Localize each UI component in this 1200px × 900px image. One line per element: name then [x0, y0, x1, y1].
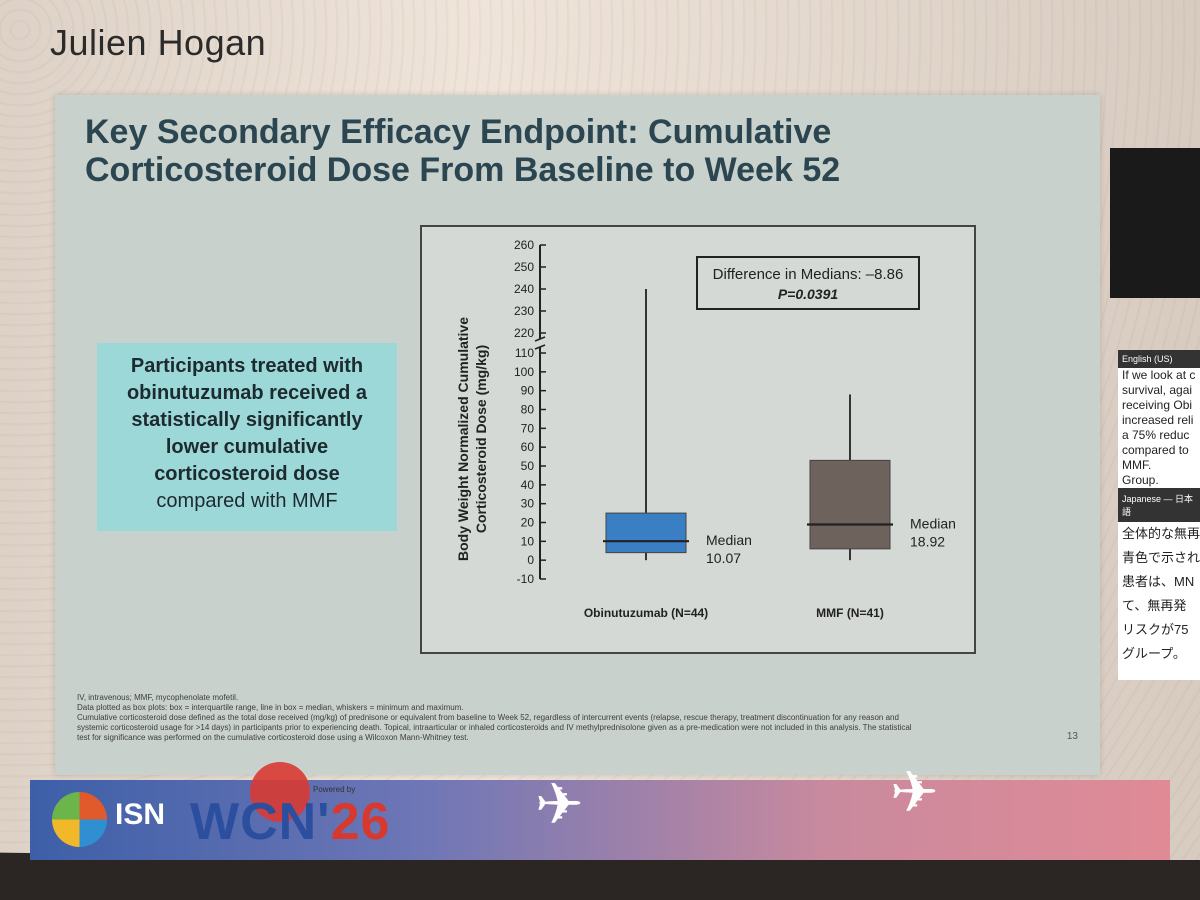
x-category-label: Obinutuzumab (N=44) [584, 606, 708, 620]
y-tick-label: 80 [521, 403, 535, 417]
footnote-line: systemic corticosteroid usage for >14 da… [77, 723, 912, 732]
callout-line-2: obinutuzumab received a [126, 382, 368, 404]
transcript-line: 青色で示され [1122, 550, 1200, 565]
wcn-logo-text: WCN'26 [190, 792, 390, 852]
median-label: Median [706, 532, 752, 548]
transcript-line: increased reli [1122, 413, 1194, 427]
box-plot-chart: Body Weight Normalized Cumulative Cortic… [420, 225, 976, 654]
crane-icon: ✈ [535, 772, 584, 837]
transcript-line: If we look at c [1122, 368, 1196, 382]
y-tick-label: 0 [527, 553, 534, 567]
conference-banner: ISN Powered by WCN'26 ✈ ✈ [30, 760, 1170, 860]
footnote-line: Cumulative corticosteroid dose defined a… [77, 713, 899, 722]
y-axis-label-line-1: Body Weight Normalized Cumulative [455, 317, 471, 561]
median-value: 10.07 [706, 550, 741, 566]
y-axis-label: Body Weight Normalized Cumulative Cortic… [455, 317, 489, 561]
transcript-line: Group. [1122, 473, 1159, 487]
y-tick-label: 20 [521, 516, 535, 530]
y-tick-label: 40 [521, 478, 535, 492]
callout-line-5: corticosteroid dose [154, 463, 340, 485]
y-axis: -10 0 10 20 30 40 50 60 70 80 90 100 110 220 230 240 250… [514, 238, 546, 586]
transcript-line: リスクが75 [1122, 622, 1189, 637]
slide: Key Secondary Efficacy Endpoint: Cumulat… [55, 95, 1100, 775]
y-tick-label: 50 [521, 459, 535, 473]
y-tick-label: 90 [521, 384, 535, 398]
boxes: Median 10.07 Obinutuzumab (N=44) Median 18.9… [584, 289, 956, 620]
transcript-language-en: English (US) [1118, 350, 1200, 368]
x-category-label: MMF (N=41) [816, 606, 884, 620]
page-number: 13 [1066, 731, 1078, 742]
transcript-line: グループ。 [1122, 646, 1186, 661]
callout-line-1: Participants treated with [130, 355, 364, 377]
callout-line-6: compared with MMF [156, 490, 338, 512]
transcript-line: survival, agai [1122, 383, 1193, 397]
median-difference-annotation: Difference in Medians: –8.86 P=0.0391 [696, 256, 920, 310]
transcript-line: compared to [1122, 443, 1189, 457]
iqr-box [605, 512, 687, 554]
slide-title-line-1: Key Secondary Efficacy Endpoint: Cumulat… [85, 113, 832, 151]
video-thumbnail [1110, 148, 1200, 298]
y-tick-label: 260 [514, 238, 534, 252]
isn-logo-text: ISN [115, 798, 166, 831]
y-tick-label: -10 [517, 572, 535, 586]
y-tick-label: 10 [521, 534, 535, 548]
presenter-name: Julien Hogan [50, 22, 267, 63]
powered-by-text: Powered by [313, 785, 356, 794]
transcript-language-ja: Japanese — 日本語 [1118, 488, 1200, 522]
transcript-line: a 75% reduc [1122, 428, 1190, 442]
annotation-line-2: P=0.0391 [778, 286, 839, 302]
y-tick-label: 110 [515, 346, 534, 360]
footnote-line: IV, intravenous; MMF, mycophenolate mofe… [77, 693, 239, 702]
room-floor [0, 860, 1200, 900]
y-tick-label: 230 [514, 304, 534, 318]
transcript-line: て、無再発 [1122, 598, 1187, 613]
y-tick-label: 70 [521, 421, 535, 435]
rising-sun-graphic [250, 762, 310, 822]
slide-title: Key Secondary Efficacy Endpoint: Cumulat… [85, 113, 905, 189]
key-finding-callout: Participants treated with obinutuzumab r… [97, 343, 397, 531]
y-axis-label-line-2: Corticosteroid Dose (mg/kg) [473, 345, 489, 533]
y-tick-label: 250 [514, 260, 534, 274]
transcript-line: receiving Obi [1122, 398, 1193, 412]
y-tick-label: 240 [514, 282, 534, 296]
annotation-line-1: Difference in Medians: –8.86 [713, 266, 904, 283]
transcript-japanese-lines: 全体的な無再 青色で示され 患者は、MN て、無再発リスクが75 グループ。 [1118, 522, 1200, 666]
slide-title-line-2: Corticosteroid Dose From Baseline to Wee… [85, 151, 841, 189]
crane-icon: ✈ [890, 760, 939, 825]
callout-line-4: lower cumulative [165, 436, 329, 458]
wcn-letters: WCN' [190, 793, 331, 851]
transcript-line: 全体的な無再 [1122, 526, 1200, 541]
y-tick-label: 30 [521, 497, 535, 511]
slide-footnote: IV, intravenous; MMF, mycophenolate mofe… [77, 693, 1037, 743]
y-tick-label: 100 [514, 365, 534, 379]
axis-break-mark [534, 336, 546, 350]
footnote-line: test for significance was performed on t… [77, 733, 469, 742]
box-plot-svg: Body Weight Normalized Cumulative Cortic… [455, 238, 956, 620]
transcript-line: MMF. [1122, 458, 1152, 472]
transcript-line: 患者は、MN [1122, 574, 1195, 589]
wcn-year: 26 [330, 793, 391, 851]
live-transcript-panel: English (US) If we look at c survival, ag… [1118, 350, 1200, 680]
median-value: 18.92 [910, 534, 945, 550]
y-tick-label: 60 [521, 440, 535, 454]
iqr-box [809, 459, 891, 550]
isn-logo-icon [52, 792, 107, 847]
median-label: Median [910, 516, 956, 532]
footnote-line: Data plotted as box plots: box = interqu… [77, 703, 464, 712]
y-tick-label: 220 [514, 326, 534, 340]
transcript-english-lines: If we look at c survival, agai receiving O… [1118, 368, 1200, 488]
callout-line-3: statistically significantly [131, 409, 363, 431]
